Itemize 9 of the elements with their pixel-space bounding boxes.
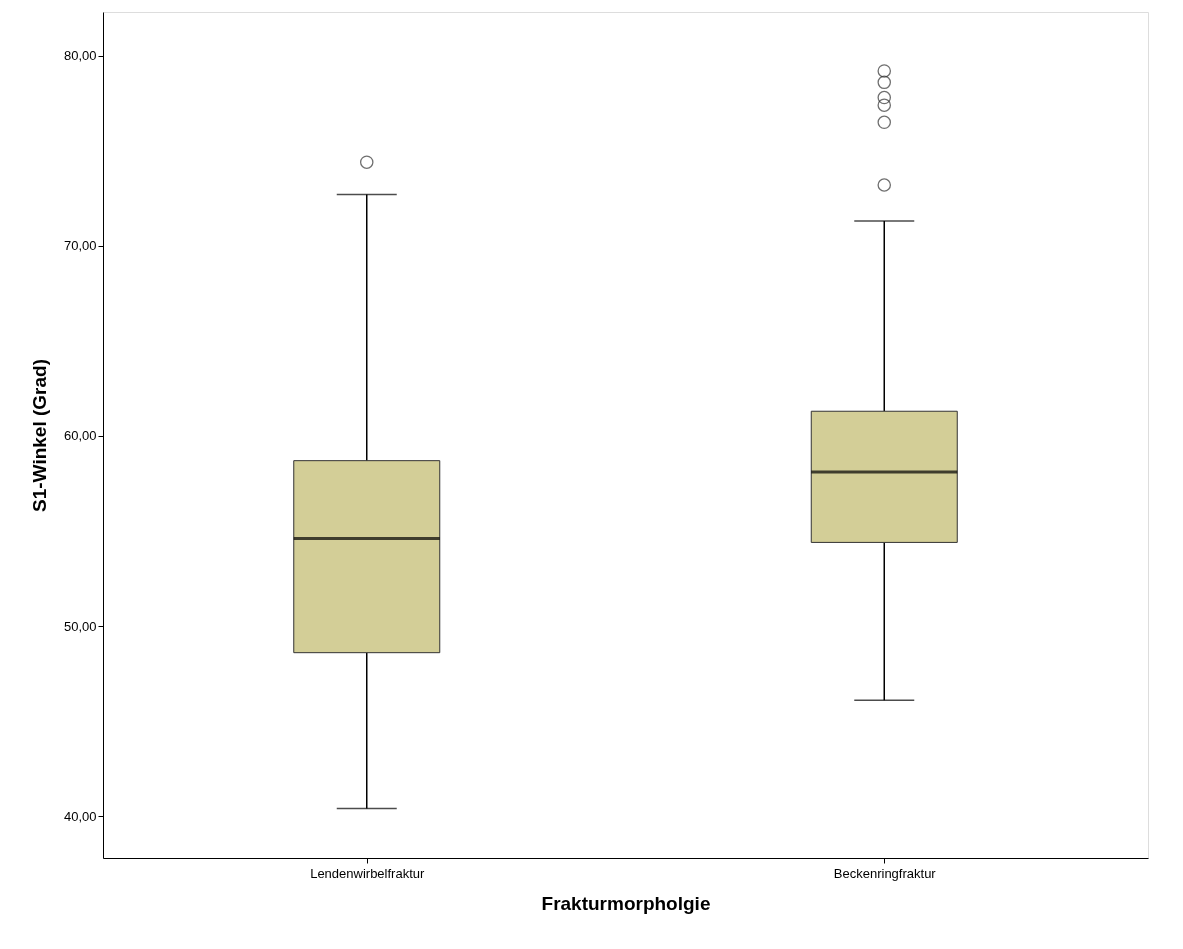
x-tick-label: Beckenringfraktur <box>833 865 937 881</box>
y-tick-label: 70,00 <box>63 238 97 254</box>
y-tick-label: 50,00 <box>63 618 97 634</box>
y-tick-label: 40,00 <box>63 808 97 824</box>
x-axis-title: Frakturmorpholgie <box>541 892 711 914</box>
y-tick-label: 60,00 <box>63 428 97 444</box>
y-tick-label: 80,00 <box>63 48 97 64</box>
y-axis-title: S1-Winkel (Grad) <box>28 359 50 512</box>
x-tick-label: Lendenwirbelfraktur <box>310 865 425 881</box>
